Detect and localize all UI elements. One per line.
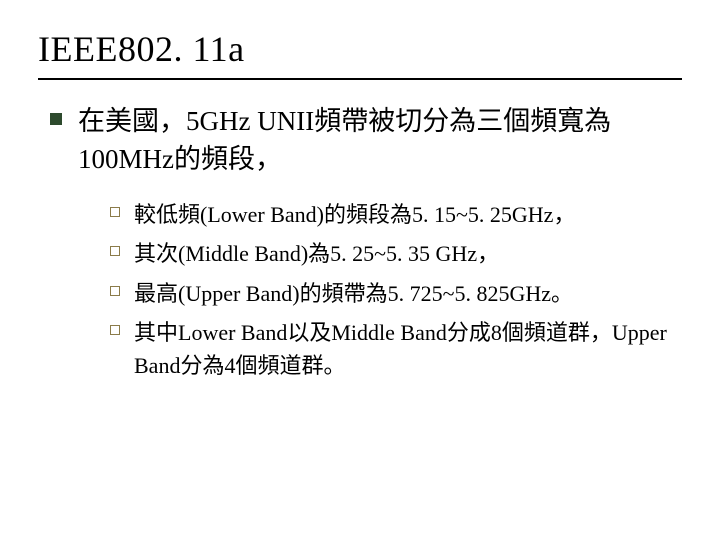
hollow-square-icon [110, 207, 120, 217]
sub-item-text: 其中Lower Band以及Middle Band分成8個頻道群，Upper B… [134, 317, 682, 382]
hollow-square-icon [110, 325, 120, 335]
main-bullet-item: 在美國，5GHz UNII頻帶被切分為三個頻寬為100MHz的頻段， [38, 102, 682, 179]
hollow-square-icon [110, 286, 120, 296]
sub-bullet-item: 其中Lower Band以及Middle Band分成8個頻道群，Upper B… [110, 317, 682, 382]
slide-title: IEEE802. 11a [38, 28, 682, 70]
square-bullet-icon [50, 113, 62, 125]
sub-bullet-list: 較低頻(Lower Band)的頻段為5. 15~5. 25GHz， 其次(Mi… [38, 199, 682, 383]
sub-item-text: 其次(Middle Band)為5. 25~5. 35 GHz， [134, 238, 499, 271]
sub-item-text: 較低頻(Lower Band)的頻段為5. 15~5. 25GHz， [134, 199, 575, 232]
hollow-square-icon [110, 246, 120, 256]
sub-bullet-item: 較低頻(Lower Band)的頻段為5. 15~5. 25GHz， [110, 199, 682, 232]
main-item-text: 在美國，5GHz UNII頻帶被切分為三個頻寬為100MHz的頻段， [78, 102, 682, 179]
title-divider [38, 78, 682, 80]
sub-bullet-item: 最高(Upper Band)的頻帶為5. 725~5. 825GHz。 [110, 278, 682, 311]
sub-item-text: 最高(Upper Band)的頻帶為5. 725~5. 825GHz。 [134, 278, 573, 311]
sub-bullet-item: 其次(Middle Band)為5. 25~5. 35 GHz， [110, 238, 682, 271]
